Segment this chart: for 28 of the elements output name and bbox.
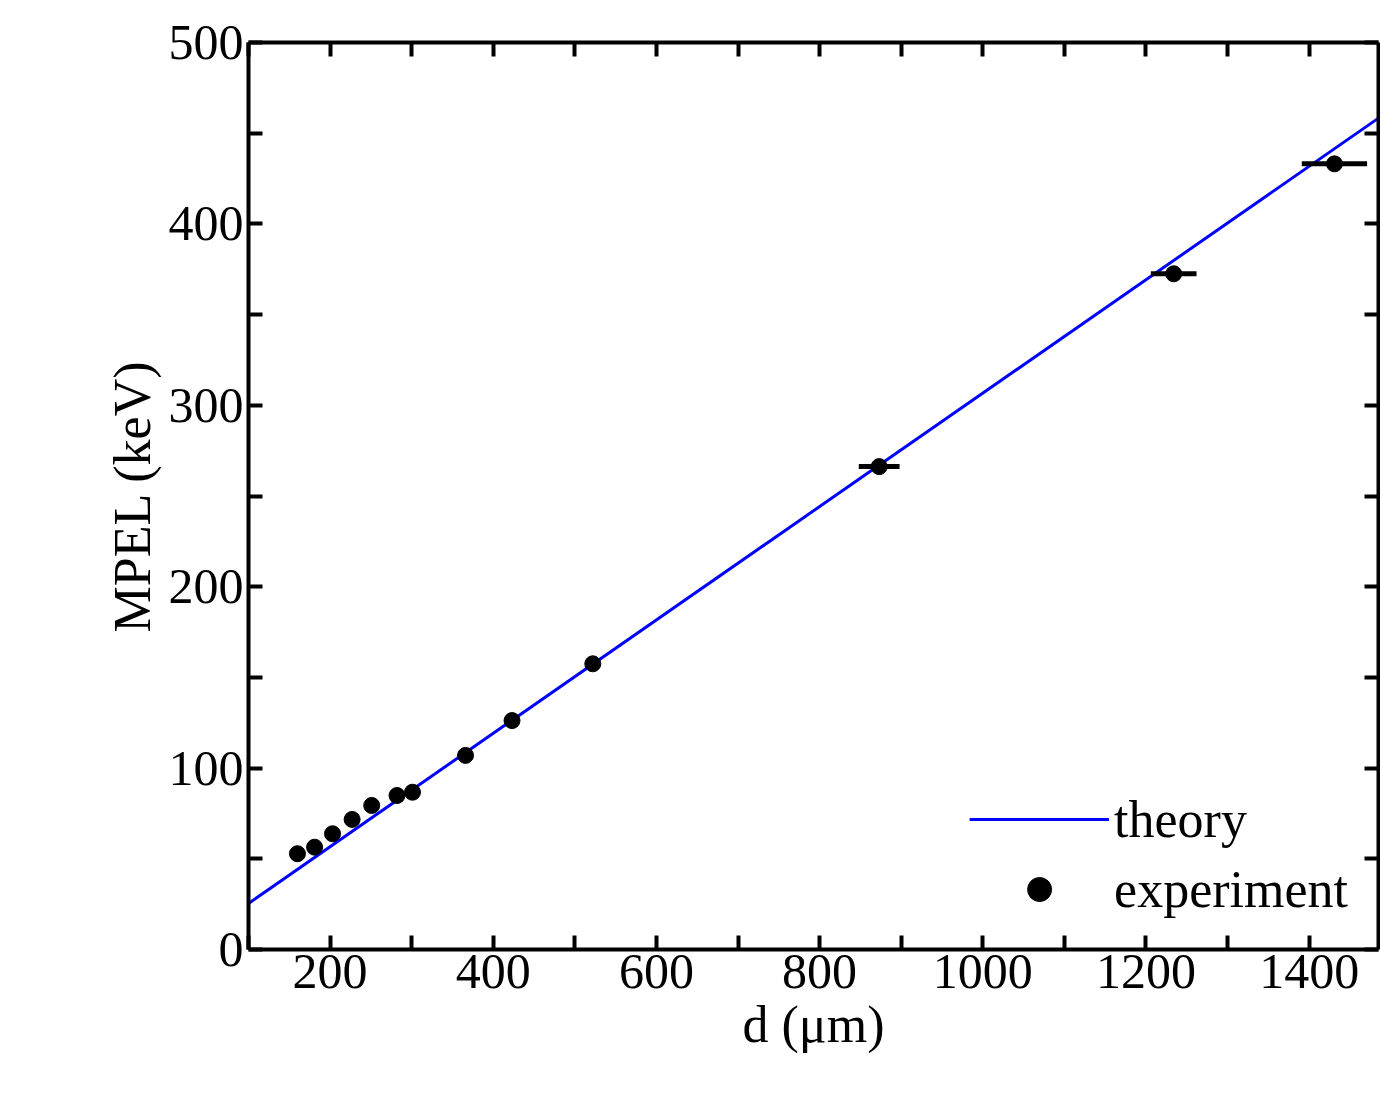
- point: [457, 746, 475, 764]
- point: [388, 787, 406, 804]
- point: [403, 783, 421, 801]
- x-tick-label: 1200: [1095, 942, 1196, 999]
- y-tick-label: 100: [168, 739, 244, 796]
- point: [1165, 265, 1183, 283]
- point: [324, 825, 342, 843]
- x-tick-label: 1000: [932, 942, 1033, 999]
- y-tick-label: 200: [168, 558, 244, 615]
- point: [343, 810, 361, 828]
- y-axis-title: MPEL (keV): [103, 361, 162, 633]
- point: [584, 655, 602, 673]
- y-tick-label: 0: [218, 921, 244, 977]
- point: [870, 458, 888, 476]
- point: [503, 712, 521, 730]
- point: [306, 838, 324, 856]
- x-tick-label: 1400: [1259, 942, 1360, 999]
- y-tick-label: 300: [168, 376, 244, 433]
- point: [1325, 155, 1343, 173]
- x-tick-label: 200: [292, 942, 368, 999]
- y-tick-label: 500: [168, 14, 244, 70]
- legend-label: experiment: [1114, 859, 1348, 919]
- x-tick-label: 400: [455, 942, 531, 999]
- point: [288, 845, 306, 863]
- x-tick-label: 600: [618, 942, 694, 999]
- point: [363, 796, 381, 814]
- legend-label: theory: [1114, 789, 1247, 849]
- y-tick-label: 400: [168, 195, 244, 252]
